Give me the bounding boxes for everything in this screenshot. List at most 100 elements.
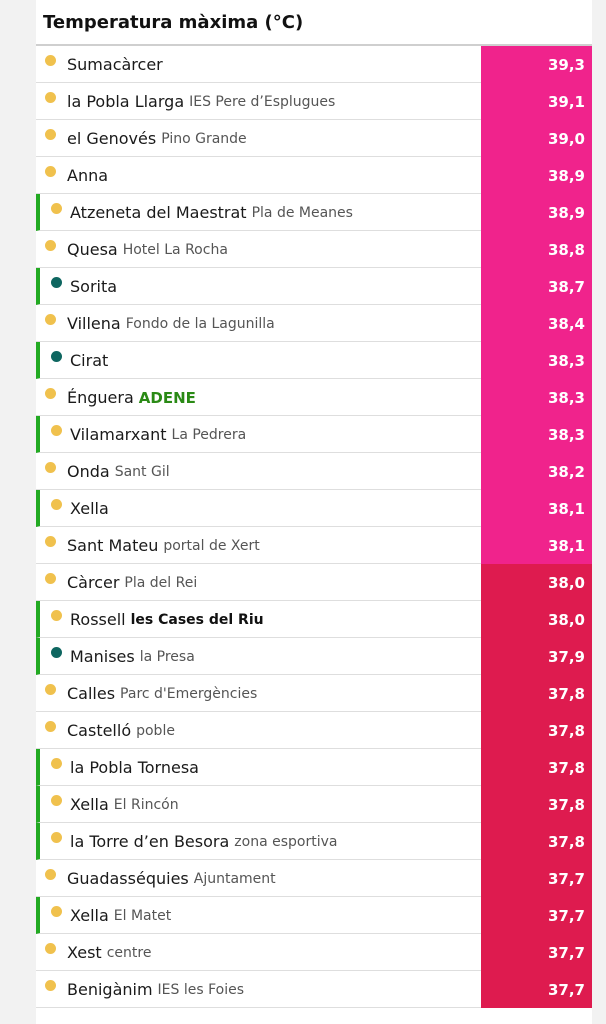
station-main-name: la Pobla Llarga xyxy=(67,92,185,111)
station-location: les Cases del Riu xyxy=(130,611,264,628)
sun-icon xyxy=(45,721,56,732)
teal-dot-icon xyxy=(51,647,62,658)
sun-icon xyxy=(45,573,56,584)
sun-icon xyxy=(45,684,56,695)
temperature-value: 38,3 xyxy=(481,342,592,379)
station-main-name: Anna xyxy=(67,166,109,185)
station-location: Pino Grande xyxy=(161,130,247,147)
sun-icon xyxy=(45,943,56,954)
station-main-name: Vilamarxant xyxy=(70,425,167,444)
table-row: el Genovés Pino Grande 39,0 xyxy=(36,120,592,157)
station-name: la Pobla Llarga IES Pere d’Esplugues xyxy=(67,83,335,120)
station-location: Parc d'Emergències xyxy=(120,685,258,702)
station-location: Hotel La Rocha xyxy=(122,241,228,258)
station-name: Atzeneta del Maestrat Pla de Meanes xyxy=(70,194,353,231)
station-name: Xella El Rincón xyxy=(70,786,179,823)
station-main-name: la Pobla Tornesa xyxy=(70,758,199,777)
table-row: Sumacàrcer 39,3 xyxy=(36,46,592,83)
temperature-value: 38,1 xyxy=(481,527,592,564)
station-name: la Torre d’en Besora zona esportiva xyxy=(70,823,337,860)
station-location: La Pedrera xyxy=(171,426,247,443)
station-location: Ajuntament xyxy=(193,870,276,887)
station-location: centre xyxy=(106,944,152,961)
temperature-value: 39,1 xyxy=(481,83,592,120)
temperature-value: 37,8 xyxy=(481,675,592,712)
sun-icon xyxy=(51,906,62,917)
table-row: Xella 38,1 xyxy=(36,490,592,527)
station-main-name: Manises xyxy=(70,647,135,666)
station-location: zona esportiva xyxy=(234,833,338,850)
sun-icon xyxy=(45,166,56,177)
station-location: Pla del Rei xyxy=(124,574,198,591)
station-main-name: Rossell xyxy=(70,610,126,629)
station-main-name: Calles xyxy=(67,684,116,703)
sun-icon xyxy=(51,499,62,510)
table-row: Castelló poble 37,8 xyxy=(36,712,592,749)
station-main-name: Xella xyxy=(70,795,109,814)
station-main-name: el Genovés xyxy=(67,129,157,148)
station-main-name: Benigànim xyxy=(67,980,153,999)
station-name: Quesa Hotel La Rocha xyxy=(67,231,228,268)
table-row: Anna 38,9 xyxy=(36,157,592,194)
station-main-name: Quesa xyxy=(67,240,118,259)
table-row: la Pobla Tornesa 37,8 xyxy=(36,749,592,786)
table-row: Cirat 38,3 xyxy=(36,342,592,379)
station-location: portal de Xert xyxy=(163,537,260,554)
station-name: la Pobla Tornesa xyxy=(70,749,199,786)
station-name: Villena Fondo de la Lagunilla xyxy=(67,305,275,342)
station-name: Onda Sant Gil xyxy=(67,453,170,490)
station-main-name: Sant Mateu xyxy=(67,536,159,555)
temperature-value: 38,8 xyxy=(481,231,592,268)
station-main-name: Atzeneta del Maestrat xyxy=(70,203,247,222)
teal-dot-icon xyxy=(51,351,62,362)
station-main-name: Guadasséquies xyxy=(67,869,189,888)
table-row: Onda Sant Gil 38,2 xyxy=(36,453,592,490)
temperature-value: 37,7 xyxy=(481,934,592,971)
station-name: Cirat xyxy=(70,342,108,379)
station-name: Sant Mateu portal de Xert xyxy=(67,527,260,564)
sun-icon xyxy=(51,795,62,806)
station-name: Anna xyxy=(67,157,108,194)
station-location: poble xyxy=(136,722,175,739)
sun-icon xyxy=(45,536,56,547)
table-row: Calles Parc d'Emergències 37,8 xyxy=(36,675,592,712)
table-row: Vilamarxant La Pedrera 38,3 xyxy=(36,416,592,453)
temperature-value: 38,4 xyxy=(481,305,592,342)
temperature-value: 38,0 xyxy=(481,601,592,638)
temperature-table: Temperatura màxima (°C) Sumacàrcer 39,3 la… xyxy=(36,0,592,1024)
sun-icon xyxy=(45,240,56,251)
station-location: la Presa xyxy=(139,648,195,665)
station-location: IES Pere d’Esplugues xyxy=(189,93,336,110)
temperature-value: 38,9 xyxy=(481,157,592,194)
table-row: Manises la Presa 37,9 xyxy=(36,638,592,675)
station-name: Énguera ADENE xyxy=(67,379,196,416)
station-location: Fondo de la Lagunilla xyxy=(125,315,275,332)
sun-icon xyxy=(51,758,62,769)
station-main-name: Sorita xyxy=(70,277,118,296)
station-name: Sorita xyxy=(70,268,117,305)
sun-icon xyxy=(45,869,56,880)
table-row: Càrcer Pla del Rei 38,0 xyxy=(36,564,592,601)
table-row: Rossell les Cases del Riu 38,0 xyxy=(36,601,592,638)
sun-icon xyxy=(51,425,62,436)
table-row: Sant Mateu portal de Xert 38,1 xyxy=(36,527,592,564)
station-name: el Genovés Pino Grande xyxy=(67,120,247,157)
temperature-value: 38,1 xyxy=(481,490,592,527)
table-title: Temperatura màxima (°C) xyxy=(36,0,592,46)
temperature-value: 39,0 xyxy=(481,120,592,157)
table-row: Xest centre 37,7 xyxy=(36,934,592,971)
sun-icon xyxy=(45,314,56,325)
station-name: Castelló poble xyxy=(67,712,175,749)
temperature-value: 37,8 xyxy=(481,786,592,823)
temperature-value: 37,9 xyxy=(481,638,592,675)
sun-icon xyxy=(51,832,62,843)
sun-icon xyxy=(51,610,62,621)
temperature-value: 37,8 xyxy=(481,749,592,786)
station-location: Sant Gil xyxy=(114,463,170,480)
station-main-name: Villena xyxy=(67,314,121,333)
station-name: Benigànim IES les Foies xyxy=(67,971,244,1008)
station-name: Xest centre xyxy=(67,934,151,971)
temperature-value: 37,8 xyxy=(481,712,592,749)
temperature-value: 37,7 xyxy=(481,897,592,934)
table-rows: Sumacàrcer 39,3 la Pobla Llarga IES Pere d’… xyxy=(36,46,592,1008)
